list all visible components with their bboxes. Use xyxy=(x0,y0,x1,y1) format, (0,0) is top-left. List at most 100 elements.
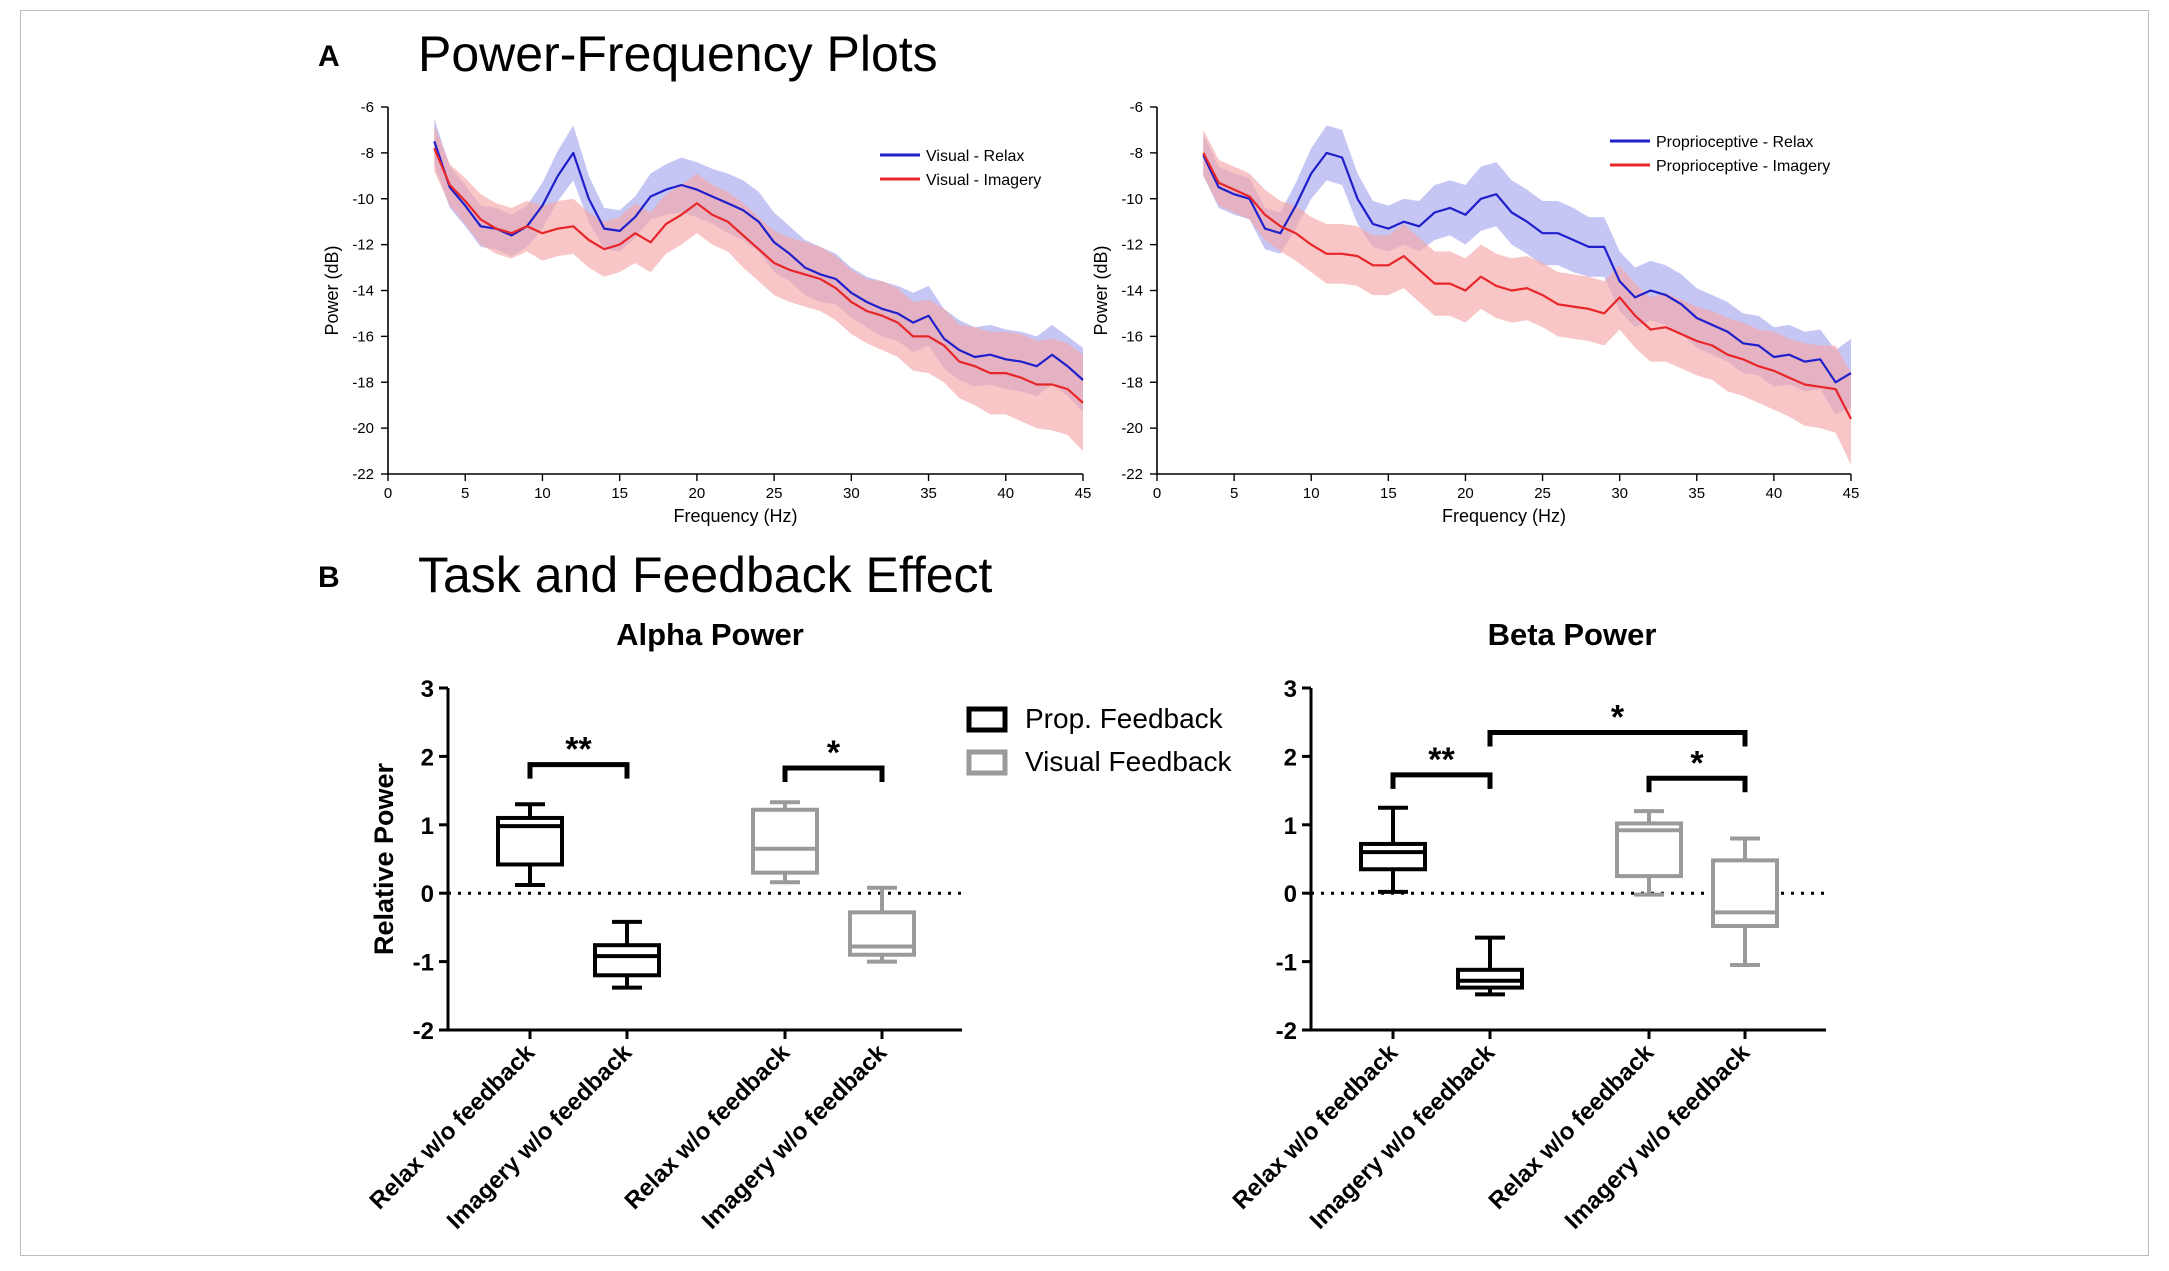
box-plot-4 xyxy=(1711,836,1779,968)
x-tick-label: 10 xyxy=(1303,485,1320,502)
x-tick-label: 0 xyxy=(384,485,392,502)
panel-b-title: Task and Feedback Effect xyxy=(418,547,993,603)
x-tick-label: 45 xyxy=(1843,485,1860,502)
chart-b-left: Alpha Power 3 2 1 0 -1 -2 Relative Power Relax w… xyxy=(365,617,962,1235)
y-tick-label: 1 xyxy=(421,813,434,840)
bracket-line xyxy=(1487,729,1748,747)
y-tick-label: -12 xyxy=(1121,237,1143,254)
legend-visual-swatch xyxy=(966,749,1008,776)
chart-a-right: -6 -8 -10 -12 -14 -16 -18 -20 -22 0 5 10 15 20 25 30 35 4… xyxy=(1091,99,1859,526)
y-axis-label: Relative Power xyxy=(369,762,399,955)
box-plot-1 xyxy=(496,802,564,887)
legend-label: Visual - Imagery xyxy=(926,172,1041,189)
y-tick-label: 2 xyxy=(1284,744,1297,771)
y-tick-label: -14 xyxy=(352,283,374,300)
panel-a-title: Power-Frequency Plots xyxy=(418,26,938,82)
x-category-label: Relax w/o feedback xyxy=(620,1039,796,1215)
chart-title: Beta Power xyxy=(1488,617,1657,652)
x-axis-label: Frequency (Hz) xyxy=(1442,506,1566,526)
x-category-label: Imagery w/o feedback xyxy=(1305,1039,1501,1235)
x-tick-label: 20 xyxy=(1457,485,1474,502)
significance-label: ** xyxy=(1428,741,1455,779)
significance-bracket: ** xyxy=(527,731,630,779)
box-iqr xyxy=(1711,858,1779,929)
significance-label: * xyxy=(1690,744,1704,782)
y-tick-label: -22 xyxy=(352,466,374,483)
box-iqr xyxy=(1456,967,1524,990)
y-tick-label: -10 xyxy=(352,191,374,208)
box-plot-3 xyxy=(751,800,819,885)
x-tick-label: 35 xyxy=(1688,485,1705,502)
significance-label: ** xyxy=(565,731,592,769)
y-tick-label: 0 xyxy=(421,881,434,908)
error-band-series-1 xyxy=(1203,125,1851,415)
significance-bracket: * xyxy=(782,734,885,783)
y-tick-label: -20 xyxy=(352,420,374,437)
feedback-legend: Prop. Feedback Visual Feedback xyxy=(966,703,1233,777)
y-tick-label: -1 xyxy=(413,950,434,977)
box-plot-3 xyxy=(1615,809,1683,897)
y-tick-label: 3 xyxy=(421,676,434,703)
x-tick-label: 5 xyxy=(461,485,469,502)
series-line-1 xyxy=(1202,151,1852,384)
figure-frame xyxy=(20,10,2149,1256)
series-line-2 xyxy=(1202,152,1852,420)
legend-visual-label: Visual Feedback xyxy=(1025,746,1233,777)
panel-a-letter: A xyxy=(318,40,340,73)
y-tick-label: -20 xyxy=(1121,420,1143,437)
y-tick-label: 0 xyxy=(1284,881,1297,908)
x-tick-label: 30 xyxy=(843,485,860,502)
legend-prop-label: Prop. Feedback xyxy=(1025,703,1224,734)
x-tick-label: 15 xyxy=(611,485,628,502)
x-tick-label: 10 xyxy=(534,485,551,502)
box-iqr xyxy=(1359,841,1427,872)
box-plot-2 xyxy=(1456,935,1524,997)
y-axis-label: Power (dB) xyxy=(322,245,342,335)
y-tick-label: -18 xyxy=(1121,374,1143,391)
y-tick-label: -2 xyxy=(413,1018,434,1045)
y-tick-label: -6 xyxy=(1130,99,1143,116)
chart-title: Alpha Power xyxy=(616,617,804,652)
y-tick-label: -16 xyxy=(352,328,374,345)
x-tick-label: 40 xyxy=(997,485,1014,502)
legend-prop-swatch xyxy=(966,706,1008,733)
significance-bracket: ** xyxy=(1390,741,1493,789)
x-category-label: Imagery w/o feedback xyxy=(442,1039,638,1235)
series-line-2 xyxy=(433,147,1084,404)
error-band-series-2 xyxy=(434,125,1083,452)
x-category-label: Imagery w/o feedback xyxy=(1560,1039,1756,1235)
box-iqr xyxy=(751,807,819,875)
x-tick-label: 35 xyxy=(920,485,937,502)
y-tick-label: -10 xyxy=(1121,191,1143,208)
y-tick-label: -22 xyxy=(1121,466,1143,483)
x-tick-label: 30 xyxy=(1611,485,1628,502)
box-plot-1 xyxy=(1359,805,1427,894)
legend-label: Proprioceptive - Relax xyxy=(1656,134,1813,151)
y-tick-label: -18 xyxy=(352,374,374,391)
y-tick-label: -8 xyxy=(1130,145,1143,162)
x-category-label: Relax w/o feedback xyxy=(1228,1039,1404,1215)
x-category-label: Relax w/o feedback xyxy=(1484,1039,1660,1215)
bracket-line xyxy=(1390,772,1493,789)
y-tick-label: -12 xyxy=(352,237,374,254)
significance-bracket: * xyxy=(1646,744,1748,793)
y-tick-label: -14 xyxy=(1121,283,1143,300)
y-tick-label: 1 xyxy=(1284,813,1297,840)
x-tick-label: 25 xyxy=(1534,485,1551,502)
x-tick-label: 25 xyxy=(766,485,783,502)
box-plot-2 xyxy=(593,919,661,990)
x-tick-label: 40 xyxy=(1766,485,1783,502)
x-tick-label: 20 xyxy=(689,485,706,502)
x-axis-label: Frequency (Hz) xyxy=(673,506,797,526)
legend-label: Visual - Relax xyxy=(926,148,1024,165)
bracket-line xyxy=(527,762,630,779)
significance-label: * xyxy=(827,734,841,772)
significance-label: * xyxy=(1611,698,1625,736)
x-tick-label: 45 xyxy=(1075,485,1092,502)
significance-bracket: * xyxy=(1487,698,1748,747)
x-tick-label: 15 xyxy=(1380,485,1397,502)
bracket-line xyxy=(1646,775,1748,793)
x-tick-label: 0 xyxy=(1153,485,1161,502)
